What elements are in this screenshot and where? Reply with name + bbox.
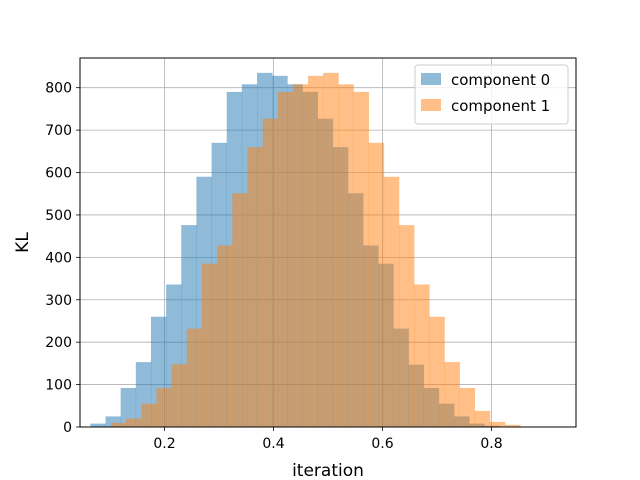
- histogram-bar: [186, 328, 203, 427]
- histogram-bar: [120, 387, 137, 427]
- axes-frame: [79, 57, 577, 428]
- series-component-1: [111, 72, 521, 428]
- histogram-bar: [414, 284, 430, 427]
- histogram-bar: [217, 245, 233, 427]
- histogram-bar: [156, 387, 172, 427]
- y-tick-label: 100: [45, 378, 72, 394]
- x-tick-label: 0.4: [262, 436, 284, 452]
- histogram-bar: [171, 364, 188, 427]
- x-tick-label: 0.6: [371, 436, 393, 452]
- histogram-bar: [368, 142, 385, 428]
- legend-label-component-0: component 0: [451, 71, 550, 89]
- histogram-bar: [247, 147, 263, 427]
- histogram-bar: [338, 84, 354, 427]
- legend-label-component-1: component 1: [451, 97, 550, 115]
- histogram-bar: [232, 193, 248, 427]
- histogram-bar: [353, 91, 369, 428]
- histogram-bar: [398, 225, 415, 427]
- histogram-bar: [201, 263, 218, 427]
- histogram-bar: [126, 418, 142, 427]
- histogram-bar: [262, 118, 279, 427]
- x-tick-label: 0.2: [153, 436, 175, 452]
- y-tick-label: 600: [45, 166, 72, 182]
- histogram-bar: [105, 416, 121, 427]
- histogram-bar: [292, 84, 309, 427]
- legend-box: [414, 64, 569, 125]
- y-tick-label: 800: [45, 81, 72, 97]
- y-tick-label: 400: [45, 250, 72, 266]
- histogram-bar: [429, 316, 445, 427]
- histogram-bar: [444, 362, 460, 427]
- x-tick-label: 0.8: [480, 436, 502, 452]
- y-tick-label: 500: [45, 208, 72, 224]
- histogram-bar: [474, 410, 491, 427]
- histogram-bar: [90, 423, 106, 427]
- legend: component 0 component 1: [414, 64, 569, 125]
- histogram-bar: [111, 422, 127, 427]
- histogram-bar: [277, 91, 294, 428]
- y-tick-label: 0: [63, 420, 72, 436]
- legend-swatch-component-1: [421, 99, 441, 111]
- histogram-bar: [308, 75, 324, 428]
- y-tick-label: 300: [45, 293, 72, 309]
- y-tick-label: 700: [45, 123, 72, 139]
- histogram-bar: [383, 176, 400, 427]
- y-tick-label: 200: [45, 335, 72, 351]
- histogram-bar: [141, 403, 157, 427]
- histogram-bars: [90, 72, 521, 428]
- x-axis-label: iteration: [292, 461, 364, 480]
- legend-swatch-component-0: [421, 73, 441, 85]
- axis-ticks: 0.2 0.4 0.6 0.8 0 100 200 300 400 500 600 700 800: [45, 81, 502, 452]
- histogram-bar: [459, 387, 476, 427]
- histogram-bar: [505, 424, 521, 427]
- y-axis-label: KL: [13, 232, 33, 253]
- histogram-bar: [323, 72, 339, 428]
- histogram-bar: [489, 421, 506, 427]
